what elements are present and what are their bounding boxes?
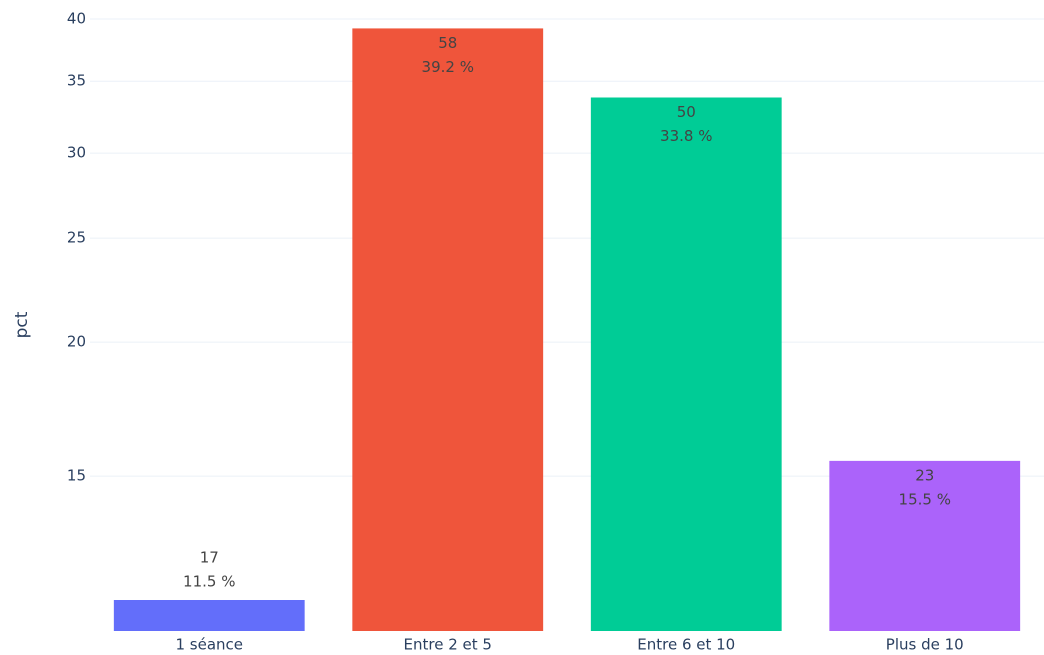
y-tick-label: 25 <box>67 229 86 247</box>
bar-count-label: 50 <box>677 103 696 121</box>
bar <box>590 97 782 632</box>
x-tick-label: Entre 2 et 5 <box>404 636 492 654</box>
bar <box>352 28 544 632</box>
x-tick-label: Entre 6 et 10 <box>637 636 735 654</box>
bar-value-label: 11.5 % <box>183 572 235 590</box>
y-tick-label: 20 <box>67 333 86 351</box>
bar-count-label: 17 <box>200 548 219 566</box>
bar-count-label: 23 <box>915 466 934 484</box>
y-axis-label: pct <box>12 311 32 338</box>
bar-value-label: 39.2 % <box>422 58 474 76</box>
bar-value-label: 33.8 % <box>660 127 712 145</box>
y-tick-label: 30 <box>67 144 86 162</box>
bar <box>113 599 305 631</box>
y-tick-label: 40 <box>67 10 86 28</box>
x-tick-label: 1 séance <box>175 636 243 654</box>
x-tick-label: Plus de 10 <box>886 636 964 654</box>
y-tick-label: 15 <box>67 467 86 485</box>
bar-count-label: 58 <box>438 34 457 52</box>
bar-value-label: 15.5 % <box>899 490 951 508</box>
bar <box>829 460 1021 631</box>
y-tick-label: 35 <box>67 72 86 90</box>
